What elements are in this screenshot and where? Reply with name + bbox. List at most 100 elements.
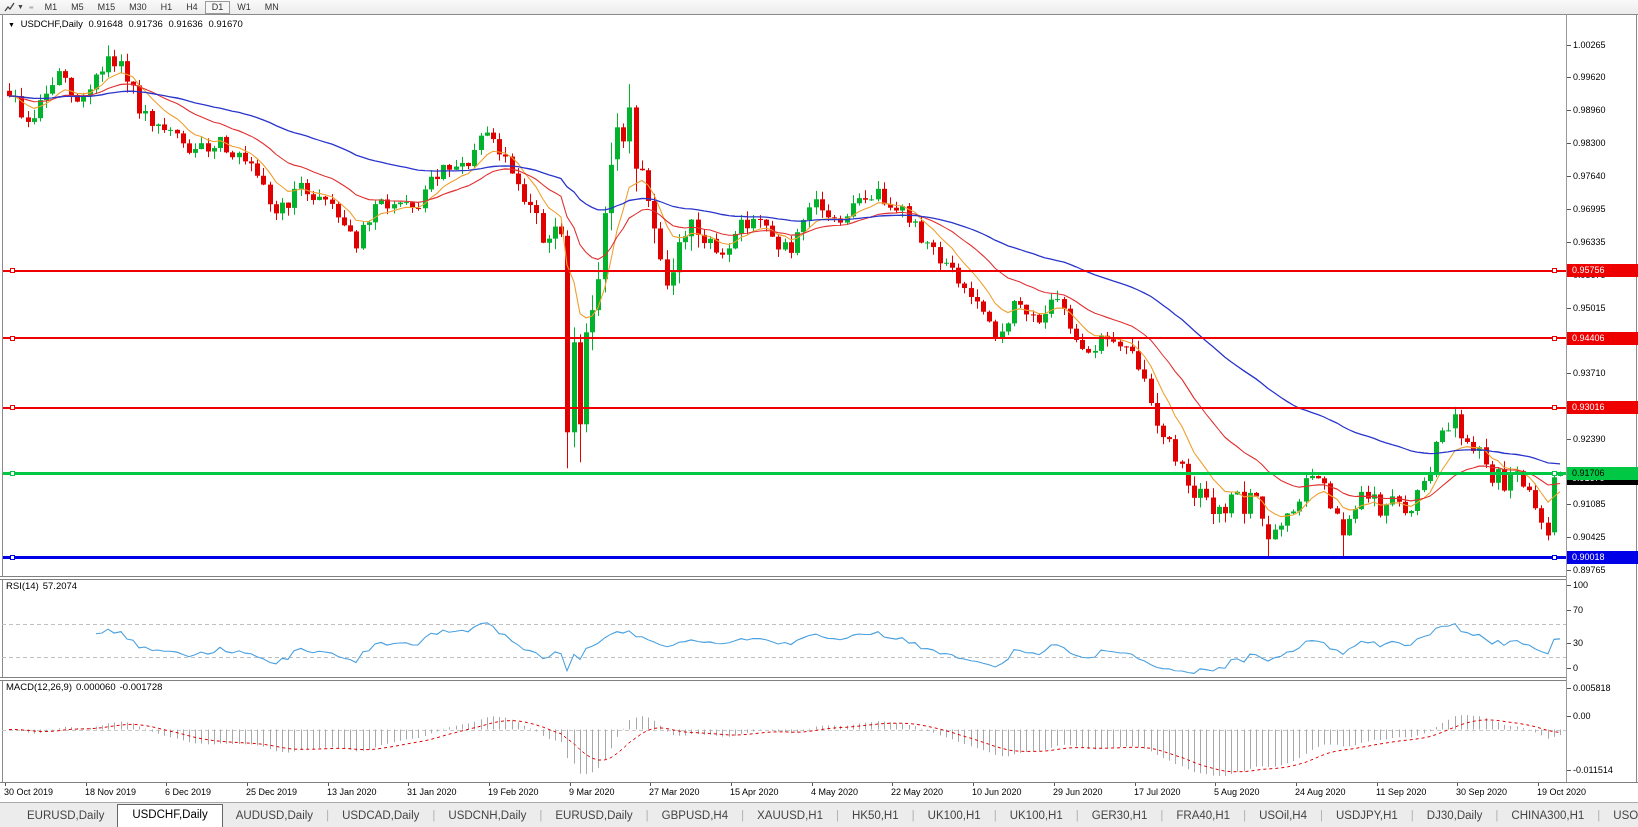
tab-separator: | (1075, 810, 1079, 822)
macd-tick-label: 0.005818 (1573, 683, 1611, 693)
tab-usdcad-daily[interactable]: USDCAD,Daily (342, 810, 420, 822)
date-tick (1457, 783, 1458, 786)
rsi-pane-canvas[interactable] (2, 580, 1567, 677)
price-tick-label: 0.96335 (1573, 237, 1606, 247)
price-axis-tick (1567, 439, 1571, 440)
tab-separator: | (1597, 810, 1601, 822)
tab-eurusd-daily[interactable]: EURUSD,Daily (555, 810, 633, 822)
hline-handle[interactable] (10, 405, 15, 410)
date-tick (247, 783, 248, 786)
hline-handle[interactable] (10, 268, 15, 273)
tab-fra40-h1[interactable]: FRA40,H1 (1176, 810, 1231, 822)
date-label: 29 Jun 2020 (1053, 787, 1103, 797)
toolbar-grip[interactable]: ▪▪ (28, 2, 34, 12)
timeframe-button-M5[interactable]: M5 (71, 1, 84, 12)
tab-separator: | (1160, 810, 1164, 822)
ohlc-open: 0.91648 (88, 19, 123, 30)
hline-level-0.93016[interactable] (3, 407, 1566, 409)
hline-handle[interactable] (1552, 471, 1557, 476)
rsi-axis-tick (1567, 643, 1571, 644)
date-tick (328, 783, 329, 786)
price-axis-tick (1567, 242, 1571, 243)
macd-axis-tick (1567, 716, 1571, 717)
price-chart-canvas[interactable] (2, 16, 1567, 577)
chart-title: ▼ USDCHF,Daily 0.91648 0.91736 0.91636 0… (8, 19, 246, 30)
hline-handle[interactable] (1552, 555, 1557, 560)
macd-name: MACD(12,26,9) (6, 682, 72, 693)
timeframe-button-M15[interactable]: M15 (97, 1, 116, 12)
tab-gbpusd-h4[interactable]: GBPUSD,H4 (661, 810, 729, 822)
price-axis-line (1566, 14, 1567, 782)
date-tick (731, 783, 732, 786)
tab-eurusd-daily[interactable]: EURUSD,Daily (27, 810, 105, 822)
timeframe-button-MN[interactable]: MN (264, 1, 279, 12)
tab-separator: | (835, 810, 839, 822)
macd-pane-canvas[interactable] (2, 680, 1567, 781)
hline-handle[interactable] (1552, 336, 1557, 341)
toolbar-chart-icon[interactable] (4, 2, 15, 13)
timeframe-button-H1[interactable]: H1 (160, 1, 173, 12)
rsi-value: 57.2074 (42, 581, 78, 592)
hline-level-0.91706[interactable] (3, 472, 1566, 475)
tab-separator: | (1243, 810, 1247, 822)
date-label: 25 Dec 2019 (246, 787, 298, 797)
tab-xauusd-h1[interactable]: XAUUSD,H1 (757, 810, 823, 822)
date-tick (812, 783, 813, 786)
date-axis: 30 Oct 2019 18 Nov 2019 6 Dec 2019 25 Dec 2… (0, 782, 1638, 803)
hline-handle[interactable] (10, 336, 15, 341)
macd-axis-tick (1567, 688, 1571, 689)
hline-handle[interactable] (1552, 405, 1557, 410)
price-tick-label: 0.96995 (1573, 204, 1606, 214)
ohlc-high: 0.91736 (128, 19, 163, 30)
hline-level-0.95756[interactable] (3, 270, 1566, 272)
date-label: 18 Nov 2019 (85, 787, 137, 797)
price-tick-label: 0.93710 (1573, 368, 1606, 378)
timeframe-button-M1[interactable]: M1 (44, 1, 58, 12)
tab-uk100-h1[interactable]: UK100,H1 (927, 810, 981, 822)
date-label: 11 Sep 2020 (1376, 787, 1427, 797)
hline-level-0.90018[interactable] (3, 556, 1566, 559)
rsi-tick-label: 0 (1573, 663, 1579, 673)
pane-separator-rsi[interactable] (0, 576, 1567, 580)
date-label: 30 Oct 2019 (4, 787, 54, 797)
date-label: 9 Mar 2020 (569, 787, 615, 797)
collapse-icon[interactable]: ▼ (8, 22, 15, 29)
tab-usdcnh-daily[interactable]: USDCNH,Daily (448, 810, 527, 822)
rsi-label: RSI(14) 57.2074 (6, 581, 81, 592)
toolbar-dropdown-caret[interactable]: ▼ (17, 3, 24, 11)
date-label: 24 Aug 2020 (1295, 787, 1346, 797)
tab-ger30-h1[interactable]: GER30,H1 (1091, 810, 1148, 822)
hline-handle[interactable] (10, 555, 15, 560)
hline-handle[interactable] (1552, 268, 1557, 273)
tab-hk50-h1[interactable]: HK50,H1 (851, 810, 899, 822)
timeframe-button-M30[interactable]: M30 (129, 1, 147, 12)
tab-usdjpy-h1[interactable]: USDJPY,H1 (1336, 810, 1398, 822)
hline-level-0.94406[interactable] (3, 337, 1566, 339)
timeframe-button-W1[interactable]: W1 (237, 1, 251, 12)
price-axis-tick (1567, 143, 1571, 144)
hline-handle[interactable] (10, 471, 15, 476)
tab-usdchf-daily[interactable]: USDCHF,Daily (117, 804, 223, 827)
pane-separator-macd[interactable] (0, 677, 1567, 681)
chart-window: ▼ USDCHF,Daily 0.91648 0.91736 0.91636 0… (0, 14, 1638, 803)
tab-audusd-daily[interactable]: AUDUSD,Daily (235, 810, 314, 822)
tab-separator: | (1320, 810, 1323, 822)
tab-separator: | (326, 810, 330, 822)
date-label: 13 Jan 2020 (327, 787, 377, 797)
tab-separator: | (539, 810, 543, 822)
timeframe-button-H4[interactable]: H4 (186, 1, 198, 12)
tab-dj30-daily[interactable]: DJ30,Daily (1426, 810, 1483, 822)
window-border-right (1636, 14, 1637, 782)
timeframe-button-D1[interactable]: D1 (204, 0, 231, 14)
date-label: 31 Jan 2020 (407, 787, 457, 797)
tab-separator: | (1410, 810, 1414, 822)
macd-axis-tick (1567, 770, 1571, 771)
rsi-tick-label: 70 (1573, 605, 1584, 615)
tab-usoil-h1[interactable]: USOil,H1 (1613, 810, 1638, 822)
price-axis-tick (1567, 537, 1571, 538)
ohlc-close: 0.91670 (208, 19, 243, 30)
tab-china300-h1[interactable]: CHINA300,H1 (1511, 810, 1585, 822)
tab-usoil-h4[interactable]: USOil,H4 (1259, 810, 1307, 822)
date-label: 6 Dec 2019 (165, 787, 212, 797)
tab-uk100-h1[interactable]: UK100,H1 (1009, 810, 1063, 822)
